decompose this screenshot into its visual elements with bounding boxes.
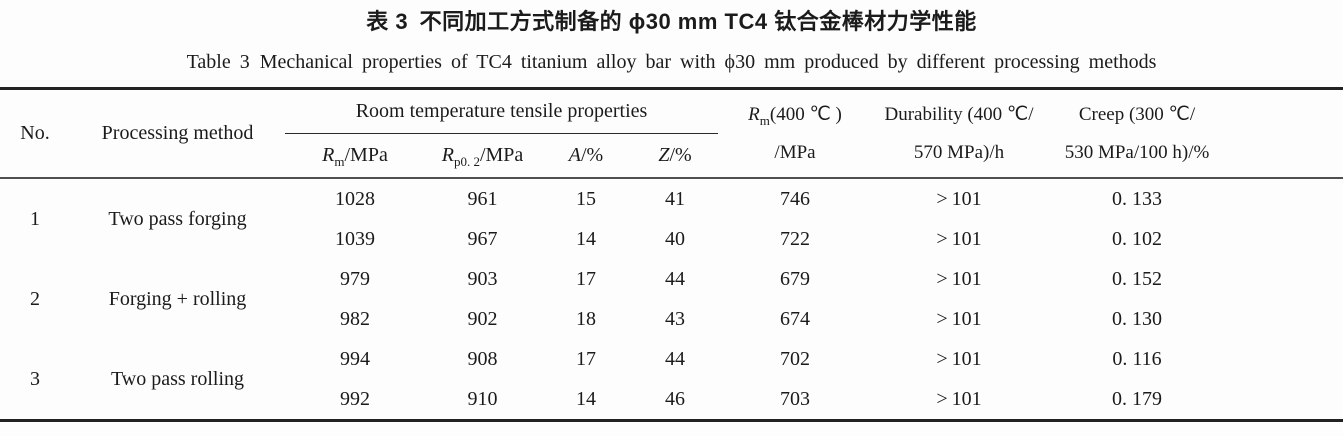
cell-rm: 979 — [340, 267, 370, 290]
cell-elongation: 15 — [576, 187, 596, 210]
col-header-reduction: Z/% — [632, 133, 719, 179]
cell-elongation: 17 — [576, 267, 596, 290]
cell-elongation: 17 — [576, 347, 596, 370]
col-header-creep-line2: 530 MPa/100 h)/% — [1064, 141, 1210, 163]
cell-reduction: 44 — [665, 267, 685, 290]
cell-rm-400: 703 — [780, 387, 811, 410]
cell-reduction: 43 — [665, 307, 685, 330]
cell-reduction: 41 — [665, 187, 685, 210]
cell-rm: 994 — [340, 347, 370, 370]
cell-rm: 982 — [340, 307, 370, 330]
header-row-top: No. Processing method Room temperature t… — [0, 88, 1343, 179]
cell-durability: > 101 — [936, 187, 982, 210]
col-header-rm: Rm/MPa — [285, 133, 425, 179]
cell-creep: 0. 130 — [1112, 307, 1163, 330]
col-header-durability: Durability (400 ℃/ 570 MPa)/h — [872, 88, 1047, 179]
col-header-processing-method: Processing method — [70, 88, 285, 179]
table-row: 1039 967 14 40 722 > 101 0. 102 — [0, 219, 1343, 259]
col-header-rm-400-line1: Rm(400 ℃ ) — [748, 103, 842, 128]
cell-rm: 1039 — [335, 227, 375, 250]
cell-elongation: 18 — [576, 307, 596, 330]
table-row: 2 Forging + rolling 979 903 17 44 679 > … — [0, 259, 1343, 310]
cell-durability: > 101 — [936, 307, 982, 330]
cell-rm-400: 722 — [780, 227, 811, 250]
col-header-rm-400: Rm(400 ℃ ) /MPa — [718, 88, 873, 179]
cell-durability: > 101 — [936, 227, 982, 250]
mechanical-properties-table: No. Processing method Room temperature t… — [0, 87, 1343, 422]
cell-no: 1 — [30, 207, 40, 230]
cell-rp02: 910 — [467, 387, 498, 410]
col-header-creep-line1: Creep (300 ℃/ — [1078, 103, 1196, 125]
cell-no: 2 — [30, 287, 40, 310]
table-title-zh: 表 3 不同加工方式制备的 ϕ30 mm TC4 钛合金棒材力学性能 — [366, 9, 977, 34]
cell-rm-400: 746 — [780, 187, 811, 210]
cell-creep: 0. 102 — [1112, 227, 1163, 250]
cell-durability: > 101 — [936, 267, 982, 290]
table-row: 1 Two pass forging 1028 961 15 41 746 > … — [0, 178, 1343, 230]
cell-elongation: 14 — [576, 387, 596, 410]
cell-creep: 0. 116 — [1112, 347, 1162, 370]
col-header-elongation: A/% — [540, 133, 632, 179]
cell-creep: 0. 133 — [1112, 187, 1163, 210]
table-row: 3 Two pass rolling 994 908 17 44 702 > 1… — [0, 339, 1343, 390]
cell-rp02: 902 — [467, 307, 498, 330]
cell-rp02: 908 — [467, 347, 498, 370]
table-title-en: Table 3 Mechanical properties of TC4 tit… — [186, 51, 1157, 73]
col-group-room-temp-tensile: Room temperature tensile properties — [285, 88, 719, 134]
cell-no: 3 — [30, 367, 40, 390]
cell-processing-method: Two pass forging — [108, 207, 247, 230]
col-header-no: No. — [0, 88, 70, 179]
cell-processing-method: Two pass rolling — [110, 367, 245, 390]
col-header-durability-line2: 570 MPa)/h — [913, 141, 1005, 163]
header-row-sub: Rm/MPa Rp0. 2/MPa A/% Z/% — [0, 133, 1343, 179]
cell-elongation: 14 — [576, 227, 596, 250]
col-header-rp02: Rp0. 2/MPa — [425, 133, 540, 179]
table-row: 982 902 18 43 674 > 101 0. 130 — [0, 299, 1343, 339]
cell-rp02: 903 — [467, 267, 498, 290]
col-header-rm-400-line2: /MPa — [774, 141, 816, 163]
cell-rm: 1028 — [335, 187, 375, 210]
cell-rp02: 961 — [467, 187, 498, 210]
cell-creep: 0. 152 — [1112, 267, 1163, 290]
cell-creep: 0. 179 — [1112, 387, 1163, 410]
cell-rm: 992 — [340, 387, 370, 410]
cell-processing-method: Forging + rolling — [108, 287, 247, 310]
col-header-creep: Creep (300 ℃/ 530 MPa/100 h)/% — [1046, 88, 1343, 179]
cell-reduction: 46 — [665, 387, 685, 410]
table-row: 992 910 14 46 703 > 101 0. 179 — [0, 379, 1343, 421]
cell-durability: > 101 — [936, 347, 982, 370]
cell-reduction: 44 — [665, 347, 685, 370]
cell-rm-400: 702 — [780, 347, 811, 370]
cell-reduction: 40 — [665, 227, 685, 250]
cell-rm-400: 679 — [780, 267, 811, 290]
cell-rp02: 967 — [467, 227, 498, 250]
col-header-durability-line1: Durability (400 ℃/ — [884, 103, 1034, 125]
cell-rm-400: 674 — [780, 307, 811, 330]
cell-durability: > 101 — [936, 387, 982, 410]
